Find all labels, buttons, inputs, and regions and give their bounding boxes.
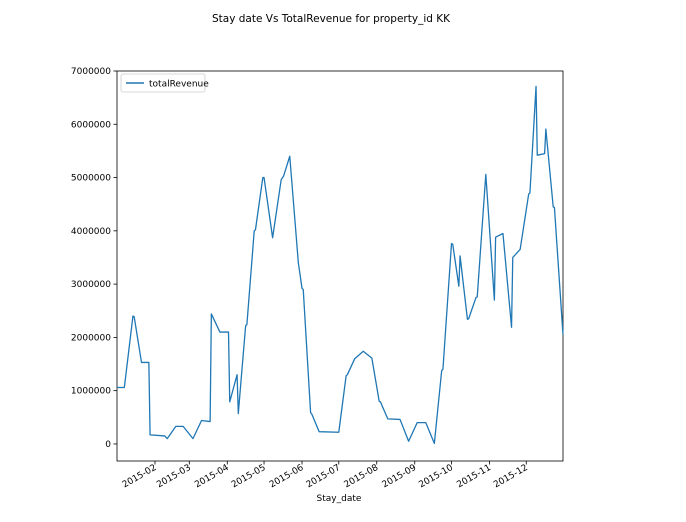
series-line-totalRevenue <box>117 85 564 445</box>
x-tick-label: 2015-06 <box>268 463 306 491</box>
x-tick-label: 2015-07 <box>305 463 343 490</box>
y-tick-label: 7000000 <box>71 67 111 77</box>
y-tick-label: 5000000 <box>71 174 111 184</box>
y-tick-label: 6000000 <box>71 120 111 130</box>
plot-group: 0 1000000 2000000 3000000 4000000 5000000 6000… <box>71 67 564 491</box>
y-tick-label: 0 <box>105 440 111 450</box>
y-tick-label: 1000000 <box>71 387 111 397</box>
chart-title: Stay date Vs TotalRevenue for property_i… <box>212 13 451 25</box>
plot-frame <box>116 70 564 462</box>
x-tick-label: 2015-12 <box>492 463 530 490</box>
x-tick-label: 2015-08 <box>343 463 381 491</box>
x-tick-label: 2015-02 <box>121 463 159 490</box>
legend-label: totalRevenue <box>149 80 209 90</box>
legend-box <box>120 73 206 93</box>
x-tick-label: 2015-09 <box>381 463 419 491</box>
x-tick-label: 2015-05 <box>230 463 268 490</box>
x-tick-label: 2015-04 <box>193 463 231 491</box>
x-axis-label: Stay_date <box>317 494 362 504</box>
x-tick-label: 2015-03 <box>155 463 193 490</box>
y-tick-label: 3000000 <box>71 280 111 290</box>
x-tick-label: 2015-10 <box>417 463 455 491</box>
x-tick-label: 2015-11 <box>455 463 493 490</box>
y-tick-label: 2000000 <box>71 333 111 343</box>
y-tick-label: 4000000 <box>71 227 111 237</box>
